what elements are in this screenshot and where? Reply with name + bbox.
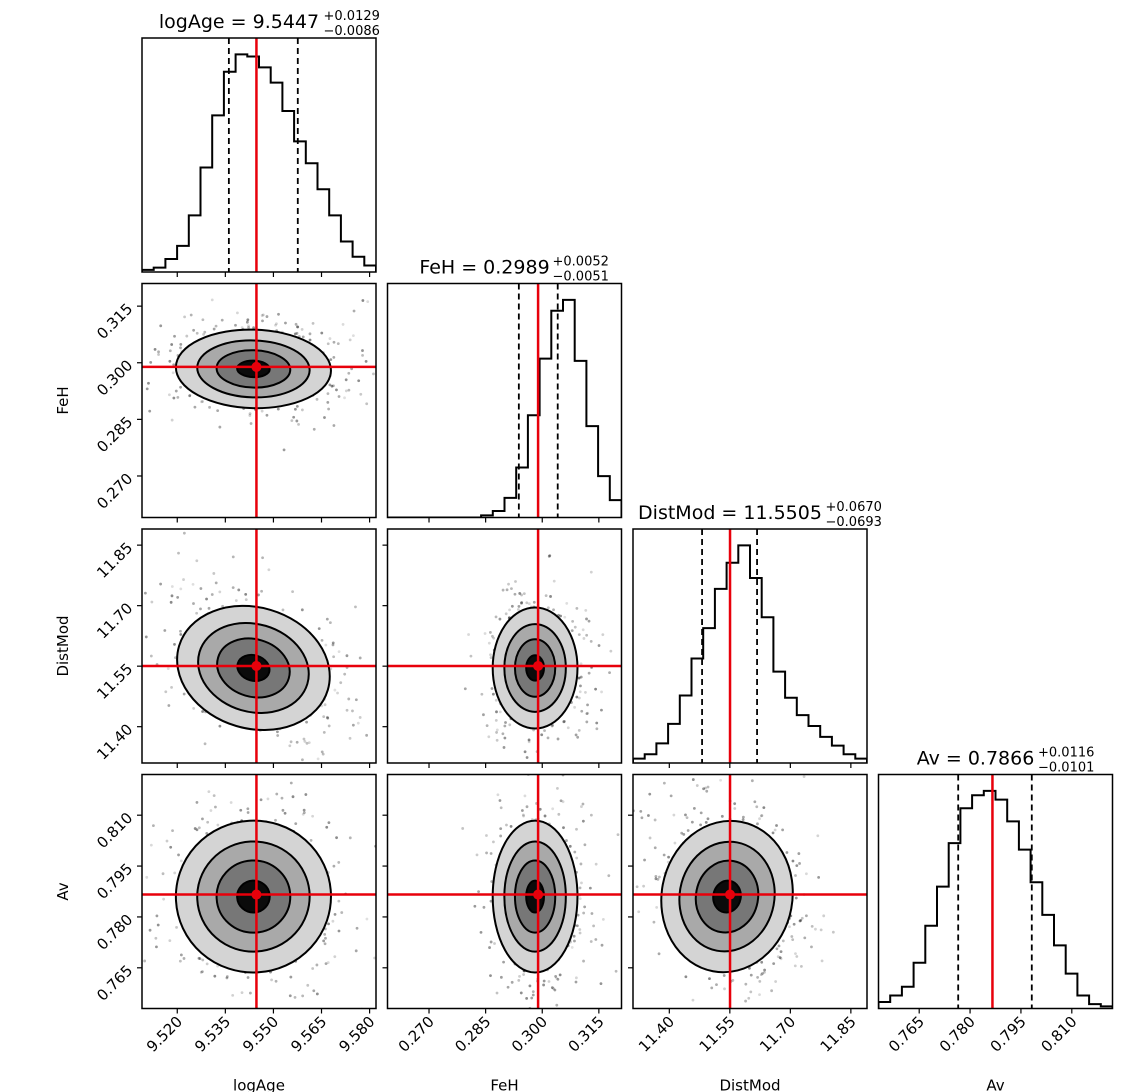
x-tick-label-logage: 9.535 xyxy=(191,1013,234,1056)
x-axis-label-av: Av xyxy=(986,1077,1004,1092)
title-minus-distmod: −0.0693 xyxy=(826,515,882,530)
title-distmod: DistMod = 11.5505 xyxy=(638,502,822,524)
truth-marker xyxy=(251,361,262,372)
title-feh: FeH = 0.2989 xyxy=(419,257,549,279)
panel-frame xyxy=(632,773,868,1010)
y-tick-label-distmod: 11.85 xyxy=(93,539,136,582)
x-axis-label-logage: logAge xyxy=(233,1077,285,1092)
histogram-logage xyxy=(142,53,376,272)
panel-logage-logage: logAge = 9.5447 +0.0129−0.0086 xyxy=(141,9,380,277)
y-tick-label-feh: 0.285 xyxy=(93,413,136,456)
x-tick-label-av: 0.810 xyxy=(1038,1013,1081,1056)
title-minus-logage: −0.0086 xyxy=(324,24,380,39)
x-tick-label-feh: 0.315 xyxy=(565,1013,608,1056)
panel-frame xyxy=(141,773,377,1010)
y-tick-label-av: 0.765 xyxy=(93,961,136,1004)
panel-frame xyxy=(386,282,623,519)
y-tick-label-av: 0.810 xyxy=(93,809,136,852)
panel-frame xyxy=(386,528,623,764)
x-tick-label-av: 0.780 xyxy=(936,1013,979,1056)
truth-marker xyxy=(533,660,544,671)
y-tick-label-feh: 0.270 xyxy=(93,470,136,513)
histogram-distmod xyxy=(633,544,867,763)
panel-frame xyxy=(141,282,377,519)
x-axis-label-feh: FeH xyxy=(490,1077,518,1092)
panel-av-distmod xyxy=(628,773,868,1014)
y-axis-label-av: Av xyxy=(54,882,72,900)
y-axis-label-feh: FeH xyxy=(54,386,72,414)
panel-frame xyxy=(877,773,1114,1010)
title-minus-av: −0.0101 xyxy=(1038,761,1094,776)
x-tick-label-distmod: 11.40 xyxy=(635,1013,678,1056)
y-axis-label-distmod: DistMod xyxy=(54,615,72,676)
title-logage: logAge = 9.5447 xyxy=(159,11,319,33)
panel-distmod-feh xyxy=(382,528,623,768)
x-tick-label-av: 0.795 xyxy=(987,1013,1030,1056)
panel-feh-logage xyxy=(137,282,377,523)
x-tick-label-logage: 9.565 xyxy=(287,1013,330,1056)
histogram-av xyxy=(878,789,1113,1009)
y-tick-label-distmod: 11.55 xyxy=(93,660,136,703)
x-tick-label-logage: 9.520 xyxy=(143,1013,186,1056)
x-tick-label-feh: 0.270 xyxy=(395,1013,438,1056)
title-plus-feh: +0.0052 xyxy=(553,255,609,270)
x-axis-label-distmod: DistMod xyxy=(719,1077,780,1092)
title-plus-distmod: +0.0670 xyxy=(826,500,882,515)
x-tick-label-feh: 0.285 xyxy=(451,1013,494,1056)
title-plus-av: +0.0116 xyxy=(1038,746,1094,761)
title-minus-feh: −0.0051 xyxy=(553,270,609,285)
x-tick-label-feh: 0.300 xyxy=(508,1013,551,1056)
panel-feh-feh: FeH = 0.2989 +0.0052−0.0051 xyxy=(386,255,623,523)
truth-marker xyxy=(251,660,262,671)
truth-marker xyxy=(251,889,262,900)
histogram-feh xyxy=(387,298,622,518)
panel-av-av: Av = 0.7866 +0.0116−0.0101 xyxy=(877,746,1114,1014)
x-tick-label-distmod: 11.55 xyxy=(696,1013,739,1056)
title-plus-logage: +0.0129 xyxy=(324,9,380,24)
x-tick-label-logage: 9.550 xyxy=(239,1013,282,1056)
panel-distmod-logage xyxy=(137,528,377,768)
y-tick-label-distmod: 11.40 xyxy=(93,720,136,763)
truth-marker xyxy=(533,889,544,900)
x-tick-label-distmod: 11.85 xyxy=(817,1013,860,1056)
truth-marker xyxy=(725,889,736,900)
x-tick-label-av: 0.765 xyxy=(885,1013,928,1056)
panel-frame xyxy=(141,528,377,764)
x-tick-label-distmod: 11.70 xyxy=(756,1013,799,1056)
y-tick-label-feh: 0.315 xyxy=(93,300,136,343)
panel-frame xyxy=(632,528,868,764)
panel-distmod-distmod: DistMod = 11.5505 +0.0670−0.0693 xyxy=(632,500,882,768)
panel-av-feh xyxy=(382,773,623,1014)
y-tick-label-av: 0.780 xyxy=(93,911,136,954)
title-av: Av = 0.7866 xyxy=(917,748,1035,770)
panel-frame xyxy=(386,773,623,1010)
y-tick-label-feh: 0.300 xyxy=(93,356,136,399)
y-tick-label-distmod: 11.70 xyxy=(93,599,136,642)
x-tick-label-logage: 9.580 xyxy=(335,1013,378,1056)
panel-av-logage xyxy=(137,773,377,1014)
y-tick-label-av: 0.795 xyxy=(93,860,136,903)
panel-frame xyxy=(141,37,377,273)
